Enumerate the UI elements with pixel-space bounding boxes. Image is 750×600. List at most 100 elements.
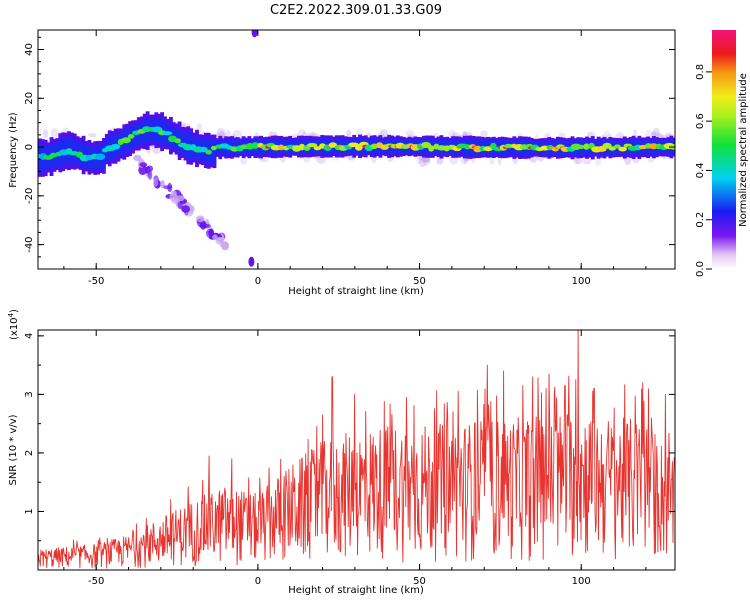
heatmap-branch: [171, 198, 180, 204]
heatmap-ridge-core: [278, 144, 285, 151]
heatmap-ridge-core: [205, 149, 212, 155]
heatmap-ridge-mid: [180, 131, 185, 154]
heatmap-haze: [451, 132, 460, 138]
heatmap-ridge-core: [110, 143, 121, 150]
heatmap-branch: [212, 234, 218, 240]
heatmap-panel: -50 0 50 100 -40 -20 0 20 40 Height of straight …: [8, 29, 676, 297]
x-tick-label: 100: [572, 576, 591, 587]
y-tick-label: 4: [24, 333, 35, 339]
heatmap-ridge-core: [614, 144, 621, 149]
x-tick-label: 0: [255, 276, 261, 287]
colorbar-tick-label: 0.6: [695, 113, 706, 129]
colorbar: 0.0 0.2 0.4 0.6 0.8 Normalized spectral ampl…: [695, 30, 749, 277]
snr-multiplier: (x104): [7, 309, 20, 340]
heatmap-haze: [346, 129, 352, 138]
y-tick-label: 2: [24, 450, 35, 456]
heatmap-ridge-mid: [212, 139, 217, 163]
heatmap-haze: [558, 132, 566, 138]
heatmap-haze: [88, 133, 97, 138]
y-tick-label: 1: [24, 508, 35, 514]
heatmap-ridge-core: [251, 142, 259, 149]
snr-multiplier-exp: 4: [7, 312, 15, 317]
snr-frame: [37, 329, 676, 571]
figure-title: C2E2.2022.309.01.33.G09: [270, 3, 442, 18]
heatmap-haze: [595, 156, 602, 166]
y-tick-label: -20: [24, 188, 35, 204]
heatmap-branch: [181, 205, 191, 213]
snr-ylabel: SNR (10 * v/v): [8, 414, 19, 485]
heatmap-ridge-core: [199, 146, 208, 153]
heatmap-ridge-core: [162, 131, 173, 136]
heatmap-haze: [421, 156, 431, 163]
heatmap-frame: [37, 29, 676, 270]
heatmap-haze: [43, 129, 48, 139]
heatmap-branch: [147, 169, 153, 180]
snr-panel: -50 0 50 100 1 2 3 4 Height of straight line (k…: [7, 309, 676, 596]
heatmap-haze: [582, 157, 592, 165]
heatmap-ridge-core: [127, 134, 135, 139]
heatmap-axes: -50 0 50 100 -40 -20 0 20 40: [24, 30, 675, 287]
heatmap-branch: [139, 162, 148, 167]
colorbar-ticks: 0.0 0.2 0.4 0.6 0.8: [695, 64, 712, 277]
colorbar-tick-label: 0.2: [695, 212, 706, 228]
heatmap-haze: [489, 157, 495, 165]
colorbar-label: Normalized spectral amplitude: [738, 73, 749, 227]
snr-multiplier-base: (x10: [9, 317, 20, 340]
heatmap-haze: [422, 156, 431, 166]
colorbar-tick-label: 0.8: [695, 64, 706, 80]
heatmap-haze: [240, 156, 248, 165]
heatmap-ridge-mid: [169, 122, 173, 149]
heatmap-ridge-core: [428, 145, 435, 152]
heatmap-haze: [181, 122, 186, 127]
heatmap-ridge-core: [121, 137, 131, 144]
heatmap-haze: [50, 128, 59, 139]
heatmap-haze: [436, 158, 444, 165]
heatmap-haze: [416, 157, 423, 165]
heatmap-branch: [167, 182, 173, 193]
heatmap-haze: [259, 157, 269, 163]
y-tick-label: 3: [24, 391, 35, 397]
heatmap-ridge-mid: [134, 124, 138, 146]
heatmap-branch: [195, 215, 205, 223]
heatmap-branch: [202, 224, 211, 229]
heatmap-branch: [146, 165, 154, 172]
heatmap-haze: [651, 131, 659, 136]
snr-axes: -50 0 50 100 1 2 3 4: [24, 330, 675, 587]
heatmap-ridge-core: [578, 144, 585, 150]
snr-xlabel: Height of straight line (km): [288, 585, 424, 596]
svg-text:(x104): (x104): [7, 309, 20, 340]
heatmap-ridge-core: [570, 143, 582, 150]
y-tick-label: 0: [24, 144, 35, 150]
heatmap-haze: [232, 129, 243, 139]
heatmap-branch: [208, 228, 214, 238]
heatmap-edge-blob: [251, 30, 258, 38]
heatmap-ridge-core: [583, 143, 590, 150]
heatmap-ridge-core: [618, 146, 627, 152]
heatmap-ridge-core: [328, 142, 338, 148]
heatmap-ridge-core: [421, 141, 431, 149]
heatmap-ridge-core: [94, 153, 106, 161]
heatmap-haze: [316, 156, 326, 164]
y-tick-label: -40: [24, 236, 35, 252]
heatmap-ridge-core: [174, 138, 181, 144]
heatmap-ridge-core: [307, 143, 318, 148]
x-tick-label: 50: [413, 576, 426, 587]
y-tick-label: 40: [24, 43, 35, 56]
heatmap-branch: [215, 238, 225, 245]
x-tick-label: 0: [255, 576, 261, 587]
colorbar-tick-label: 0.4: [695, 162, 706, 178]
snr-series-line: [38, 330, 675, 569]
heatmap-haze: [405, 129, 415, 138]
heatmap-ridge-core: [142, 126, 152, 133]
heatmap-branch: [171, 190, 177, 196]
x-tick-label: -50: [88, 276, 104, 287]
heatmap-marks: [38, 30, 675, 267]
heatmap-branch: [221, 241, 230, 251]
heatmap-ridge-core: [313, 146, 322, 151]
heatmap-haze: [448, 130, 456, 137]
heatmap-ylabel: Frequency (Hz): [8, 112, 19, 188]
y-tick-label: 20: [24, 92, 35, 105]
snr-multiplier-close: ): [9, 309, 20, 313]
heatmap-haze: [644, 129, 654, 139]
